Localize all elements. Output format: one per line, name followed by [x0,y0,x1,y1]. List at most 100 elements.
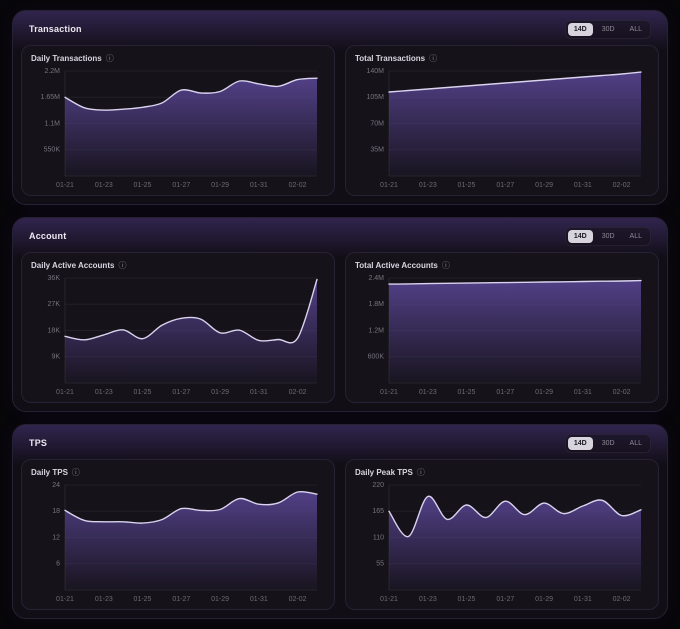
range-switcher: 14D 30D ALL [564,226,651,246]
range-switcher: 14D 30D ALL [564,433,651,453]
svg-text:01-25: 01-25 [134,596,152,603]
chart-cards: Daily TPS ⓘ 6 12 18 24 01-21 01-23 01-25 01-27 0… [21,459,659,610]
svg-text:600K: 600K [368,354,385,361]
svg-text:12: 12 [52,534,60,541]
svg-text:01-27: 01-27 [172,182,190,189]
range-all-button[interactable]: ALL [624,437,648,450]
info-icon: ⓘ [118,260,127,270]
svg-text:550K: 550K [44,147,61,154]
chart-card: Total Transactions ⓘ 35M 70M 105M 140M 01-21… [345,45,659,196]
svg-text:27K: 27K [48,301,61,308]
info-icon: ⓘ [71,467,80,477]
chart-cards: Daily Transactions ⓘ 550K 1.1M 1.65M 2.2M 01… [21,45,659,196]
svg-text:55: 55 [376,561,384,568]
section-tps: TPS 14D 30D ALL Daily TPS ⓘ 6 12 18 24 01-21… [12,424,668,619]
range-30d-button[interactable]: 30D [596,230,621,243]
section-header: TPS 14D 30D ALL [21,432,659,454]
svg-text:18: 18 [52,508,60,515]
svg-text:02-02: 02-02 [613,182,631,189]
svg-text:9K: 9K [51,354,60,361]
section-title: Transaction [29,24,82,34]
svg-text:01-21: 01-21 [56,389,74,396]
svg-text:01-31: 01-31 [250,182,268,189]
svg-text:01-27: 01-27 [172,596,190,603]
section-account: Account 14D 30D ALL Daily Active Account… [12,217,668,412]
svg-text:01-27: 01-27 [172,389,190,396]
svg-text:1.2M: 1.2M [368,327,384,334]
svg-text:01-29: 01-29 [211,596,229,603]
svg-text:1.8M: 1.8M [368,301,384,308]
svg-text:1.1M: 1.1M [44,120,60,127]
svg-text:01-23: 01-23 [419,596,437,603]
range-switcher: 14D 30D ALL [564,19,651,39]
svg-text:01-29: 01-29 [535,596,553,603]
chart-card-header: Daily Active Accounts ⓘ [31,261,325,270]
chart-card: Daily Transactions ⓘ 550K 1.1M 1.65M 2.2M 01… [21,45,335,196]
chart-title: Total Active Accounts [355,261,438,270]
range-14d-button[interactable]: 14D [567,22,593,36]
chart-title: Total Transactions [355,54,426,63]
range-14d-button[interactable]: 14D [567,229,593,243]
svg-text:01-31: 01-31 [574,182,592,189]
svg-text:35M: 35M [370,147,384,154]
daily-peak-tps-chart: 55 110 165 220 01-21 01-23 01-25 01-27 01-29 01-3… [355,479,649,604]
total-transactions-chart: 35M 70M 105M 140M 01-21 01-23 01-25 01-27 01-29 0… [355,65,649,190]
svg-text:24: 24 [52,482,60,489]
chart-card: Daily TPS ⓘ 6 12 18 24 01-21 01-23 01-25 01-27 0… [21,459,335,610]
svg-text:01-23: 01-23 [95,182,113,189]
chart-card-header: Daily Transactions ⓘ [31,54,325,63]
chart-title: Daily Peak TPS [355,468,413,477]
svg-text:01-25: 01-25 [134,389,152,396]
svg-text:165: 165 [372,508,384,515]
range-30d-button[interactable]: 30D [596,437,621,450]
info-icon: ⓘ [416,467,425,477]
svg-text:01-21: 01-21 [380,389,398,396]
section-header: Account 14D 30D ALL [21,225,659,247]
svg-text:220: 220 [372,482,384,489]
info-icon: ⓘ [105,53,114,63]
svg-text:02-02: 02-02 [289,182,307,189]
chart-card: Total Active Accounts ⓘ 600K 1.2M 1.8M 2.4M… [345,252,659,403]
svg-text:01-27: 01-27 [496,389,514,396]
range-14d-button[interactable]: 14D [567,436,593,450]
section-transaction: Transaction 14D 30D ALL Daily Transactio… [12,10,668,205]
info-icon: ⓘ [429,53,438,63]
svg-text:110: 110 [373,534,384,541]
svg-text:01-25: 01-25 [134,182,152,189]
svg-text:01-21: 01-21 [56,182,74,189]
svg-text:01-23: 01-23 [95,596,113,603]
section-title: Account [29,231,67,241]
chart-card-header: Daily Peak TPS ⓘ [355,468,649,477]
svg-text:02-02: 02-02 [289,596,307,603]
svg-text:01-25: 01-25 [458,596,476,603]
svg-text:01-29: 01-29 [535,182,553,189]
chart-title: Daily Active Accounts [31,261,115,270]
svg-text:02-02: 02-02 [289,389,307,396]
svg-text:01-27: 01-27 [496,182,514,189]
svg-text:01-25: 01-25 [458,182,476,189]
range-30d-button[interactable]: 30D [596,23,621,36]
svg-text:02-02: 02-02 [613,596,631,603]
svg-text:18K: 18K [48,327,61,334]
info-icon: ⓘ [441,260,450,270]
daily-tps-chart: 6 12 18 24 01-21 01-23 01-25 01-27 01-29 01-31 02-… [31,479,325,604]
chart-card-header: Total Transactions ⓘ [355,54,649,63]
svg-text:01-25: 01-25 [458,389,476,396]
daily-transactions-chart: 550K 1.1M 1.65M 2.2M 01-21 01-23 01-25 01-27 01-… [31,65,325,190]
section-header: Transaction 14D 30D ALL [21,18,659,40]
svg-text:01-21: 01-21 [380,596,398,603]
svg-text:02-02: 02-02 [613,389,631,396]
chart-card-header: Total Active Accounts ⓘ [355,261,649,270]
svg-text:2.2M: 2.2M [44,68,60,75]
range-all-button[interactable]: ALL [624,23,648,36]
svg-text:01-21: 01-21 [380,182,398,189]
range-all-button[interactable]: ALL [624,230,648,243]
svg-text:6: 6 [56,561,60,568]
svg-text:01-31: 01-31 [574,596,592,603]
svg-text:01-29: 01-29 [535,389,553,396]
svg-text:01-21: 01-21 [56,596,74,603]
svg-text:01-23: 01-23 [419,389,437,396]
svg-text:105M: 105M [366,94,384,101]
svg-text:36K: 36K [48,275,61,282]
